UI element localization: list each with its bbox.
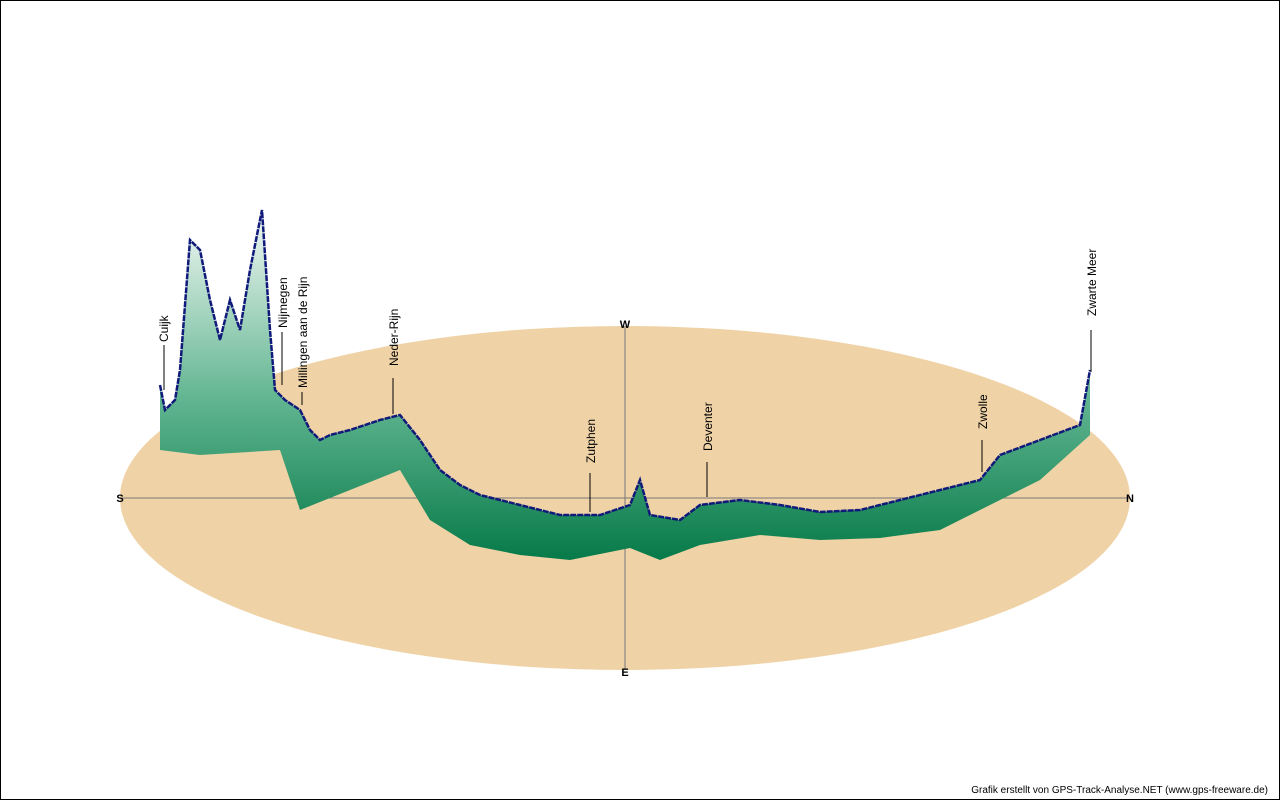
place-label: Millingen aan de Rijn (296, 277, 310, 388)
compass-east: E (621, 667, 628, 679)
compass-west: W (620, 319, 631, 331)
place-label: Zwarte Meer (1085, 249, 1099, 316)
place-label: Nijmegen (276, 277, 290, 328)
credit: Grafik erstellt von GPS-Track-Analyse.NE… (971, 785, 1268, 796)
elevation-track (158, 209, 1092, 522)
elevation-wall (160, 210, 1090, 560)
place-label: Zutphen (584, 419, 598, 463)
compass-north: N (1126, 493, 1134, 505)
compass-south: S (116, 493, 123, 505)
place-label: Cuijk (157, 314, 171, 342)
place-label: Deventer (701, 402, 715, 451)
place-label: Neder-Rijn (387, 309, 401, 366)
place-label: Zwolle (976, 394, 990, 429)
